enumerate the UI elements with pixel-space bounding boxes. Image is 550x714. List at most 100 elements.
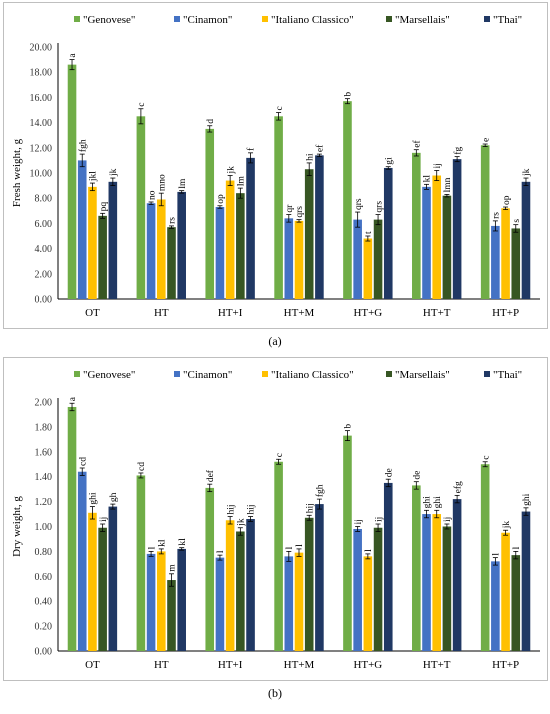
bar xyxy=(521,181,531,299)
significance-label: qrs xyxy=(295,206,305,218)
bar-group: c l jk l ghi xyxy=(480,456,532,651)
significance-label: gi xyxy=(384,157,394,165)
bar xyxy=(383,167,393,299)
bar xyxy=(98,527,107,651)
bar xyxy=(432,514,442,651)
bar xyxy=(88,186,97,299)
significance-label: hi xyxy=(305,153,315,161)
y-tick-label: 0.80 xyxy=(35,547,53,558)
significance-label: l xyxy=(512,546,522,549)
significance-label: hij xyxy=(226,505,236,515)
legend-label: "Italiano Classico" xyxy=(271,14,354,26)
significance-label: no xyxy=(147,190,157,200)
bar xyxy=(67,64,77,299)
bar xyxy=(315,155,324,299)
significance-label: qrs xyxy=(354,198,364,210)
chart-panel-a: "Genovese" "Cinamon" "Italiano Classico" "M… xyxy=(3,2,548,329)
bar xyxy=(177,548,186,651)
legend: "Genovese" "Cinamon" "Italiano Classico" "M… xyxy=(74,14,522,26)
bar xyxy=(108,506,118,651)
x-tick-label: HT+P xyxy=(492,659,519,671)
legend: "Genovese" "Cinamon" "Italiano Classico" "M… xyxy=(74,369,522,381)
legend-item: "Cinamon" xyxy=(174,369,232,381)
significance-label: ij xyxy=(374,517,384,522)
fresh-weight-chart: "Genovese" "Cinamon" "Italiano Classico" "M… xyxy=(11,14,540,319)
bar xyxy=(167,580,176,651)
legend-item: "Thai" xyxy=(484,369,522,381)
legend-label: "Thai" xyxy=(493,369,522,381)
y-tick-label: 1.80 xyxy=(35,422,53,433)
bar xyxy=(491,225,500,299)
significance-label: ghi xyxy=(89,492,99,505)
significance-label: cd xyxy=(78,457,88,466)
y-tick-label: 18.00 xyxy=(30,68,53,79)
bar xyxy=(315,504,324,651)
bar xyxy=(215,207,225,299)
significance-label: op xyxy=(216,194,226,204)
y-tick-label: 1.60 xyxy=(35,447,53,458)
dry-weight-chart: "Genovese" "Cinamon" "Italiano Classico" "M… xyxy=(11,369,540,671)
bar xyxy=(205,128,215,299)
y-tick-label: 16.00 xyxy=(30,93,53,104)
bar xyxy=(225,180,235,299)
legend-item: "Italiano Classico" xyxy=(262,14,354,26)
significance-label: a xyxy=(68,396,78,401)
legend-swatch xyxy=(174,16,180,22)
legend-swatch xyxy=(386,16,392,22)
legend-label: "Cinamon" xyxy=(183,14,232,26)
bar xyxy=(501,208,510,299)
legend-label: "Thai" xyxy=(493,14,522,26)
bar xyxy=(146,203,156,299)
x-tick-label: HT+M xyxy=(284,659,315,671)
significance-label: l xyxy=(364,549,374,552)
significance-label: ghi xyxy=(423,496,433,509)
bar xyxy=(373,527,383,651)
significance-label: l xyxy=(216,550,226,553)
legend-label: "Marsellais" xyxy=(395,369,450,381)
significance-label: kl xyxy=(178,538,188,546)
bar xyxy=(156,551,166,651)
y-tick-label: 14.00 xyxy=(30,118,53,129)
bar xyxy=(442,195,452,299)
bar xyxy=(88,512,97,651)
bar xyxy=(353,219,362,299)
bar xyxy=(77,160,87,299)
bar xyxy=(274,461,283,651)
significance-label: ef xyxy=(315,144,326,152)
legend-label: "Genovese" xyxy=(83,369,135,381)
significance-label: d xyxy=(206,119,216,124)
significance-label: ghi xyxy=(522,493,532,506)
bar xyxy=(246,157,255,299)
x-tick-label: OT xyxy=(85,307,100,319)
bar xyxy=(98,215,107,299)
significance-label: jk xyxy=(226,166,236,175)
significance-label: ef xyxy=(412,139,423,147)
y-tick-label: 0.40 xyxy=(35,597,53,608)
significance-label: rs xyxy=(492,212,502,219)
x-tick-label: HT+I xyxy=(218,307,243,319)
bar-group: de ghi ghi ij efg xyxy=(412,471,463,651)
significance-label: hij xyxy=(247,505,257,515)
significance-label: mno xyxy=(157,174,167,191)
y-tick-label: 0.60 xyxy=(35,572,53,583)
significance-label: lmn xyxy=(443,177,453,192)
significance-label: jk xyxy=(109,168,119,177)
significance-label: m xyxy=(168,564,178,572)
significance-label: ij xyxy=(354,519,364,524)
significance-label: gh xyxy=(109,492,119,502)
significance-label: de xyxy=(413,471,423,480)
chart-panel-b: "Genovese" "Cinamon" "Italiano Classico" "M… xyxy=(3,357,548,681)
significance-label: hij xyxy=(305,503,315,513)
bar xyxy=(77,471,87,651)
significance-label: pq xyxy=(99,202,109,212)
bar xyxy=(67,406,77,651)
significance-label: l xyxy=(285,546,295,549)
x-tick-label: HT+P xyxy=(492,307,519,319)
bar xyxy=(353,528,362,651)
x-tick-label: HT+T xyxy=(423,307,451,319)
y-tick-label: 1.20 xyxy=(35,497,53,508)
legend-item: "Cinamon" xyxy=(174,14,232,26)
significance-label: e xyxy=(481,138,491,142)
legend-swatch xyxy=(74,16,80,22)
bar-group: b ij l ij de xyxy=(343,424,394,651)
